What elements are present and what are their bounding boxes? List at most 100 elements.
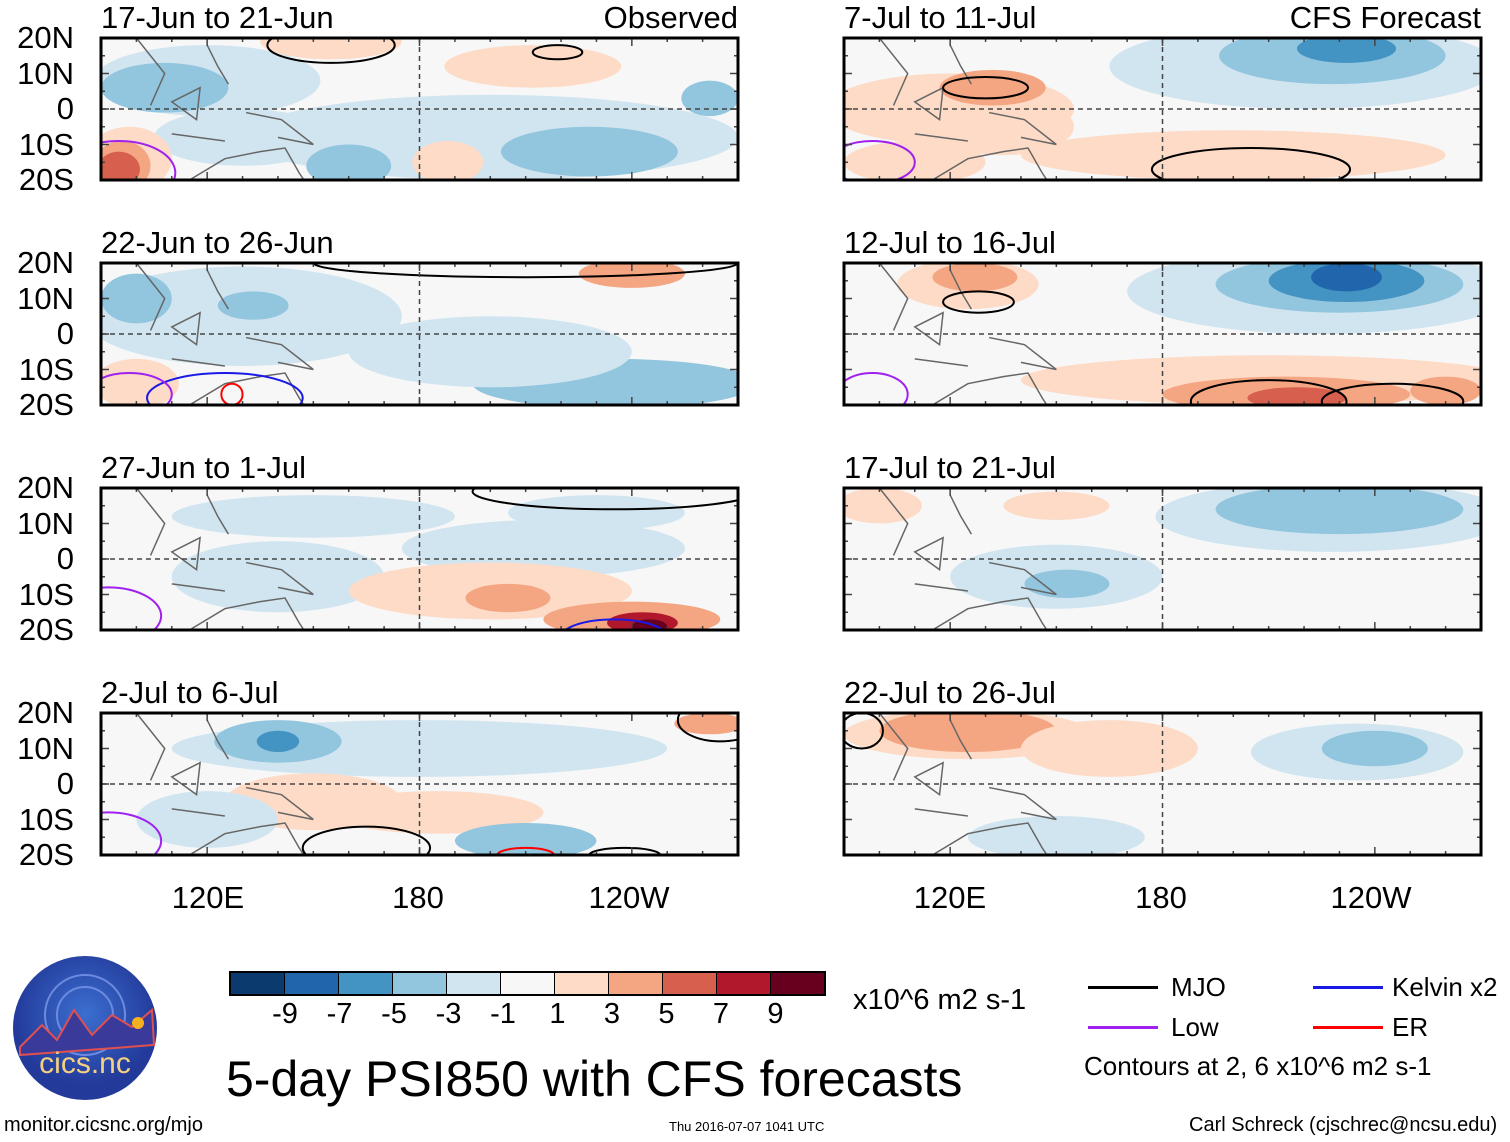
lat-label: 20S bbox=[18, 387, 74, 422]
coastline bbox=[135, 488, 314, 630]
panel-tag: Observed bbox=[603, 0, 738, 35]
legend-kelvin-line bbox=[1313, 986, 1383, 989]
lat-label: 20N bbox=[17, 470, 74, 505]
anomaly-region bbox=[939, 69, 1046, 106]
panel-frame bbox=[99, 261, 740, 407]
kelvin-contour bbox=[563, 618, 665, 630]
mjo-contour bbox=[312, 263, 738, 279]
lat-label: 20S bbox=[18, 162, 74, 197]
anomaly-region bbox=[171, 495, 455, 538]
mjo-contour bbox=[942, 290, 1015, 314]
colorbar-swatch bbox=[285, 973, 339, 994]
colorbar-units: x10^6 m2 s-1 bbox=[853, 984, 1027, 1016]
mjo-contour bbox=[1320, 382, 1465, 405]
colorbar-label: -7 bbox=[326, 998, 353, 1030]
panel-frame bbox=[99, 36, 740, 182]
legend-mjo-line bbox=[1088, 986, 1158, 989]
anomaly-region bbox=[507, 495, 685, 531]
colorbar-swatch bbox=[771, 973, 824, 994]
lat-label: 20S bbox=[18, 612, 74, 647]
colorbar-swatch bbox=[717, 973, 771, 994]
panel-title: 17-Jul to 21-Jul bbox=[844, 450, 1056, 485]
anomaly-region bbox=[171, 541, 385, 613]
anomaly-region bbox=[454, 823, 597, 855]
mjo-contour bbox=[301, 825, 432, 855]
lat-label: 10N bbox=[17, 55, 74, 91]
lat-label: 20S bbox=[18, 837, 74, 872]
map-panel bbox=[842, 261, 1483, 407]
anomaly-region bbox=[1321, 730, 1428, 767]
panel-title: 27-Jun to 1-Jul bbox=[101, 450, 307, 485]
map-panel bbox=[842, 36, 1483, 182]
panel-title: 12-Jul to 16-Jul bbox=[844, 225, 1056, 260]
mjo-contour bbox=[531, 44, 584, 61]
low-contour bbox=[844, 372, 909, 405]
mjo-contour bbox=[942, 76, 1030, 100]
coastline bbox=[135, 38, 314, 180]
colorbar-label: -1 bbox=[490, 998, 516, 1030]
anomaly-region bbox=[681, 80, 738, 117]
anomaly-region bbox=[1410, 376, 1481, 405]
low-contour bbox=[844, 139, 916, 180]
panel-frame bbox=[842, 261, 1483, 407]
panel-frame bbox=[842, 36, 1483, 182]
anomaly-region bbox=[1311, 263, 1382, 292]
lat-label: 0 bbox=[56, 316, 74, 351]
panel-frame bbox=[99, 711, 740, 857]
coastline bbox=[135, 713, 314, 855]
er-contour bbox=[220, 382, 244, 405]
cics-logo: cics.nc bbox=[13, 956, 157, 1100]
legend-low-label: Low bbox=[1171, 1012, 1219, 1042]
low-contour bbox=[101, 372, 173, 405]
legend-mjo-label: MJO bbox=[1171, 972, 1226, 1002]
lat-label: 10N bbox=[17, 505, 74, 541]
lat-label: 0 bbox=[56, 766, 74, 801]
colorbar-label: 7 bbox=[712, 998, 730, 1030]
colorbar-swatch bbox=[393, 973, 447, 994]
lon-label-120w: 120W bbox=[588, 880, 670, 915]
anomaly-region bbox=[1296, 38, 1397, 63]
anomaly-region bbox=[1024, 569, 1110, 599]
coastline bbox=[878, 488, 1057, 630]
anomaly-region bbox=[412, 140, 484, 180]
anomaly-region bbox=[674, 713, 738, 735]
panel-title: 2-Jul to 6-Jul bbox=[101, 675, 279, 710]
mjo-contour bbox=[1189, 379, 1348, 405]
mjo-contour bbox=[1150, 147, 1352, 180]
lon-label-120e: 120E bbox=[171, 880, 245, 915]
anomaly-region bbox=[500, 126, 678, 177]
map-panel bbox=[842, 711, 1483, 857]
lat-label: 20N bbox=[17, 245, 74, 280]
anomaly-region bbox=[401, 519, 685, 577]
lat-label: 0 bbox=[56, 91, 74, 126]
lat-label: 20N bbox=[17, 20, 74, 55]
mjo-contour bbox=[266, 38, 396, 64]
mjo-contour bbox=[676, 713, 738, 743]
anomaly-region bbox=[1003, 491, 1110, 520]
anomaly-region bbox=[101, 151, 140, 180]
colorbar-swatch bbox=[447, 973, 501, 994]
panel-title: 7-Jul to 11-Jul bbox=[844, 0, 1037, 35]
footer-timestamp: Thu 2016-07-07 1041 UTC bbox=[669, 1119, 825, 1134]
footer-author[interactable]: Carl Schreck (cjschrec@ncsu.edu) bbox=[1189, 1114, 1498, 1136]
colorbar-label: 1 bbox=[549, 998, 566, 1030]
lon-label-180: 180 bbox=[392, 880, 444, 915]
anomaly-region bbox=[1020, 720, 1198, 777]
footer-url[interactable]: monitor.cicsnc.org/mjo bbox=[4, 1114, 203, 1136]
lon-label-120e: 120E bbox=[913, 880, 987, 915]
map-panel bbox=[99, 486, 740, 632]
panel-title: 22-Jul to 26-Jul bbox=[844, 675, 1056, 710]
map-panel bbox=[99, 711, 740, 857]
svg-text:cics.nc: cics.nc bbox=[39, 1047, 131, 1080]
lon-label-180: 180 bbox=[1135, 880, 1187, 915]
mjo-contour bbox=[471, 488, 738, 511]
panel-frame bbox=[842, 486, 1483, 632]
colorbar-label: 5 bbox=[658, 998, 675, 1030]
colorbar-label: -9 bbox=[272, 998, 298, 1030]
lat-label: 10S bbox=[18, 126, 74, 162]
colorbar-label: 9 bbox=[767, 998, 784, 1030]
legend-kelvin-label: Kelvin x2 bbox=[1392, 972, 1498, 1002]
lon-label-120w: 120W bbox=[1330, 880, 1412, 915]
anomaly-region bbox=[879, 713, 1057, 753]
